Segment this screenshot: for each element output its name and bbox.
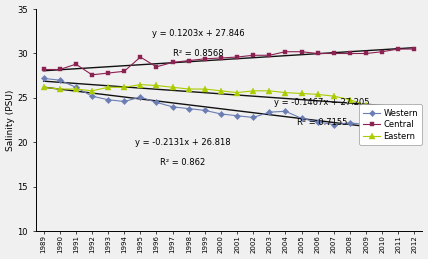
Central xyxy=(396,47,401,51)
Eastern xyxy=(251,89,256,92)
Eastern xyxy=(363,104,369,107)
Text: y = -0.1467x + 27.205: y = -0.1467x + 27.205 xyxy=(274,98,370,107)
Central xyxy=(251,54,256,57)
Western xyxy=(299,117,304,120)
Central xyxy=(106,71,111,75)
Western xyxy=(218,112,223,116)
Western xyxy=(186,107,191,110)
Central xyxy=(380,50,385,53)
Eastern xyxy=(170,86,175,89)
Line: Eastern: Eastern xyxy=(41,82,417,127)
Eastern xyxy=(138,83,143,86)
Western xyxy=(73,86,78,89)
Central xyxy=(73,63,78,66)
Eastern xyxy=(235,91,240,94)
Eastern xyxy=(218,89,223,92)
Western xyxy=(315,120,320,124)
Western xyxy=(57,79,62,82)
Central xyxy=(412,47,417,51)
Central xyxy=(235,55,240,59)
Eastern xyxy=(283,91,288,94)
Text: R² = 0.862: R² = 0.862 xyxy=(160,158,205,167)
Western xyxy=(380,125,385,128)
Western xyxy=(331,123,336,126)
Western xyxy=(89,95,95,98)
Eastern xyxy=(331,95,336,98)
Central xyxy=(315,52,320,55)
Legend: Western, Central, Eastern: Western, Central, Eastern xyxy=(359,104,422,145)
Eastern xyxy=(41,86,46,89)
Eastern xyxy=(57,88,62,91)
Western xyxy=(106,98,111,101)
Text: y = -0.2131x + 26.818: y = -0.2131x + 26.818 xyxy=(135,138,230,147)
Central xyxy=(218,56,223,60)
Central xyxy=(41,68,46,71)
Eastern xyxy=(315,93,320,96)
Central xyxy=(283,50,288,53)
Eastern xyxy=(73,88,78,91)
Central xyxy=(299,50,304,53)
Central xyxy=(170,61,175,64)
Western xyxy=(202,109,208,112)
Eastern xyxy=(186,88,191,91)
Western xyxy=(41,77,46,80)
Text: y = 0.1203x + 27.846: y = 0.1203x + 27.846 xyxy=(152,29,244,38)
Y-axis label: Salinity (PSU): Salinity (PSU) xyxy=(6,89,15,151)
Eastern xyxy=(202,88,208,91)
Western xyxy=(170,105,175,108)
Eastern xyxy=(396,116,401,119)
Eastern xyxy=(106,86,111,89)
Central xyxy=(186,59,191,62)
Western xyxy=(138,96,143,99)
Text: R² = 0.8568: R² = 0.8568 xyxy=(173,49,223,58)
Central xyxy=(138,55,143,59)
Eastern xyxy=(348,98,353,101)
Western xyxy=(154,101,159,104)
Eastern xyxy=(154,84,159,87)
Central xyxy=(363,52,369,55)
Central xyxy=(202,57,208,60)
Western xyxy=(363,123,369,126)
Central xyxy=(331,52,336,55)
Eastern xyxy=(299,92,304,95)
Text: R² = 0.7155: R² = 0.7155 xyxy=(297,118,347,127)
Central xyxy=(154,65,159,68)
Central xyxy=(57,68,62,71)
Western xyxy=(348,121,353,124)
Central xyxy=(122,70,127,73)
Eastern xyxy=(89,89,95,92)
Western xyxy=(235,114,240,117)
Western xyxy=(412,127,417,130)
Eastern xyxy=(412,123,417,126)
Western xyxy=(122,100,127,103)
Eastern xyxy=(122,86,127,89)
Line: Western: Western xyxy=(42,76,416,130)
Eastern xyxy=(380,110,385,113)
Western xyxy=(283,110,288,113)
Western xyxy=(251,116,256,119)
Central xyxy=(89,73,95,76)
Central xyxy=(267,54,272,57)
Line: Central: Central xyxy=(41,47,417,77)
Western xyxy=(267,111,272,114)
Central xyxy=(348,52,353,55)
Eastern xyxy=(267,89,272,92)
Western xyxy=(396,127,401,130)
